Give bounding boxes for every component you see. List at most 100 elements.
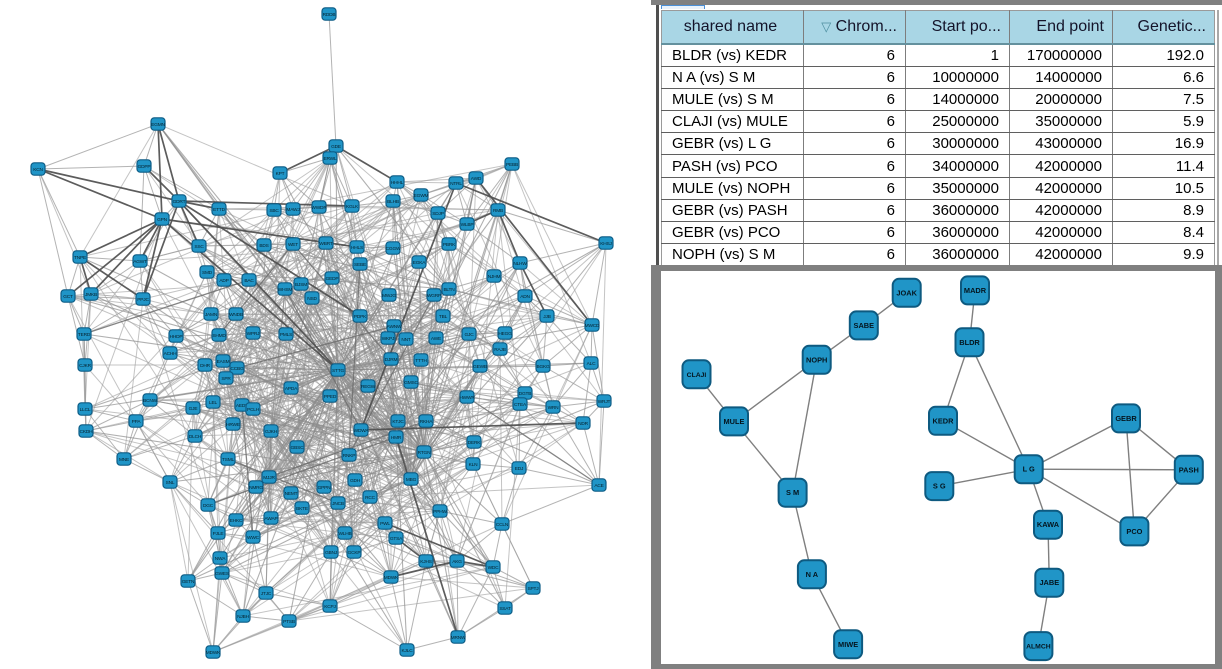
svg-text:KJHS: KJHS [420,559,431,565]
svg-text:HHHL: HHHL [391,180,404,186]
svg-text:BLHB: BLHB [387,199,399,205]
svg-text:AEDB: AEDB [236,403,248,409]
svg-text:DGTB: DGTB [519,391,532,397]
svg-text:MULE: MULE [724,417,745,426]
svg-text:HHDP: HHDP [170,334,183,340]
svg-text:WHSM: WHSM [278,287,293,293]
svg-text:KAWA: KAWA [1037,520,1060,529]
svg-text:RKHA: RKHA [420,419,434,425]
svg-text:CKDH: CKDH [80,429,94,435]
svg-text:ADN: ADN [520,294,530,300]
svg-text:HEGG: HEGG [498,331,512,337]
svg-text:AWNW: AWNW [387,324,402,330]
svg-text:KCN: KCN [33,167,43,173]
svg-text:MAWJ: MAWJ [286,207,300,213]
svg-text:NOPH: NOPH [806,355,827,364]
svg-text:CGGW: CGGW [386,246,401,252]
svg-text:SSAT: SSAT [499,606,511,612]
svg-text:NLHW: NLHW [513,261,527,267]
svg-text:RDDB: RDDB [323,12,336,18]
svg-text:JMKB: JMKB [85,292,97,298]
svg-text:CCLN: CCLN [496,522,509,528]
svg-text:LLCL: LLCL [80,407,91,413]
svg-text:DGC: DGC [203,503,214,509]
svg-text:GDE: GDE [331,144,341,150]
svg-text:MWCD: MWCD [585,323,600,329]
svg-text:JOAK: JOAK [896,288,917,297]
svg-text:SSC: SSC [194,244,204,250]
svg-text:KGLK: KGLK [346,204,359,210]
svg-text:GCT: GCT [63,294,73,300]
svg-text:ADP: ADP [219,278,228,284]
svg-text:BKTE: BKTE [296,506,308,512]
svg-text:MJJR: MJJR [263,475,275,481]
svg-text:ERWL: ERWL [324,156,338,162]
svg-text:N A: N A [806,570,819,579]
svg-text:WDWA: WDWA [354,428,370,434]
svg-text:AWE: AWE [431,336,441,342]
svg-text:BCNW: BCNW [143,398,158,404]
svg-text:WKPJ: WKPJ [382,336,395,342]
svg-text:ALC: ALC [587,361,596,367]
svg-text:NDR: NDR [578,421,589,427]
svg-text:MBG: MBG [406,477,417,483]
svg-text:PJLE: PJLE [213,531,224,537]
svg-text:PWL: PWL [380,521,390,527]
svg-text:TTTH: TTTH [415,358,427,364]
svg-text:WET: WET [288,242,298,248]
svg-text:EGWM: EGWM [414,193,429,199]
svg-text:WNDB: WNDB [229,312,243,318]
svg-text:PDPK: PDPK [354,314,367,320]
svg-text:KEDR: KEDR [933,416,955,425]
svg-text:DLCH: DLCH [189,434,202,440]
svg-text:SPR: SPR [221,376,231,382]
svg-text:JAMN: JAMN [205,312,218,318]
svg-text:PMLS: PMLS [280,332,292,338]
svg-text:EGKA: EGKA [413,260,427,266]
svg-text:AWD: AWD [471,176,482,182]
svg-text:CJKR: CJKR [79,363,91,369]
svg-text:EDJ: EDJ [515,466,524,472]
svg-text:WLBP: WLBP [461,222,474,228]
svg-text:GJC: GJC [465,332,475,338]
svg-text:EASM: EASM [217,359,230,365]
svg-text:APDA: APDA [285,386,298,392]
svg-text:WRJT: WRJT [598,399,611,405]
svg-text:PEBB: PEBB [506,162,518,168]
svg-text:SMD: SMD [202,270,213,276]
svg-text:STTG: STTG [332,368,344,374]
svg-text:ACHH: ACHH [164,351,178,357]
svg-text:PPJC: PPJC [137,297,149,303]
svg-text:EGMN: EGMN [151,122,165,128]
svg-text:GETN: GETN [182,579,195,585]
svg-text:SNL: SNL [166,480,175,486]
svg-text:GDRT: GDRT [173,199,186,205]
svg-text:MWJG: MWJG [382,293,396,299]
svg-text:WGRP: WGRP [427,293,441,299]
svg-text:HHLS: HHLS [351,245,363,251]
svg-text:GDPP: GDPP [138,164,151,170]
svg-text:GJKH: GJKH [265,429,278,435]
svg-text:KLN: KLN [469,462,478,468]
svg-text:GWES: GWES [215,571,229,577]
svg-text:RAJB: RAJB [494,347,505,353]
svg-text:MIWE: MIWE [838,640,858,649]
svg-text:RTGN: RTGN [418,450,431,456]
svg-text:WWDR: WWDR [311,205,327,211]
svg-text:JABE: JABE [1039,578,1059,587]
svg-text:NTRL: NTRL [450,181,462,187]
svg-text:KCPJ: KCPJ [324,604,336,610]
svg-text:KTJC: KTJC [392,419,404,425]
svg-text:PBRK: PBRK [443,242,456,248]
svg-text:JTJC: JTJC [261,591,272,597]
svg-text:HWWR: HWWR [459,395,475,401]
svg-text:SDJP: SDJP [432,211,443,217]
svg-text:MADR: MADR [964,286,987,295]
svg-text:MNE: MNE [119,457,129,463]
svg-text:JJB: JJB [543,314,550,320]
svg-text:PPED: PPED [324,394,337,400]
svg-text:TBL: TBL [439,314,448,320]
svg-text:GPPN: GPPN [318,485,332,491]
svg-text:KHSJ: KHSJ [600,241,612,247]
svg-text:GDH: GDH [350,478,361,484]
